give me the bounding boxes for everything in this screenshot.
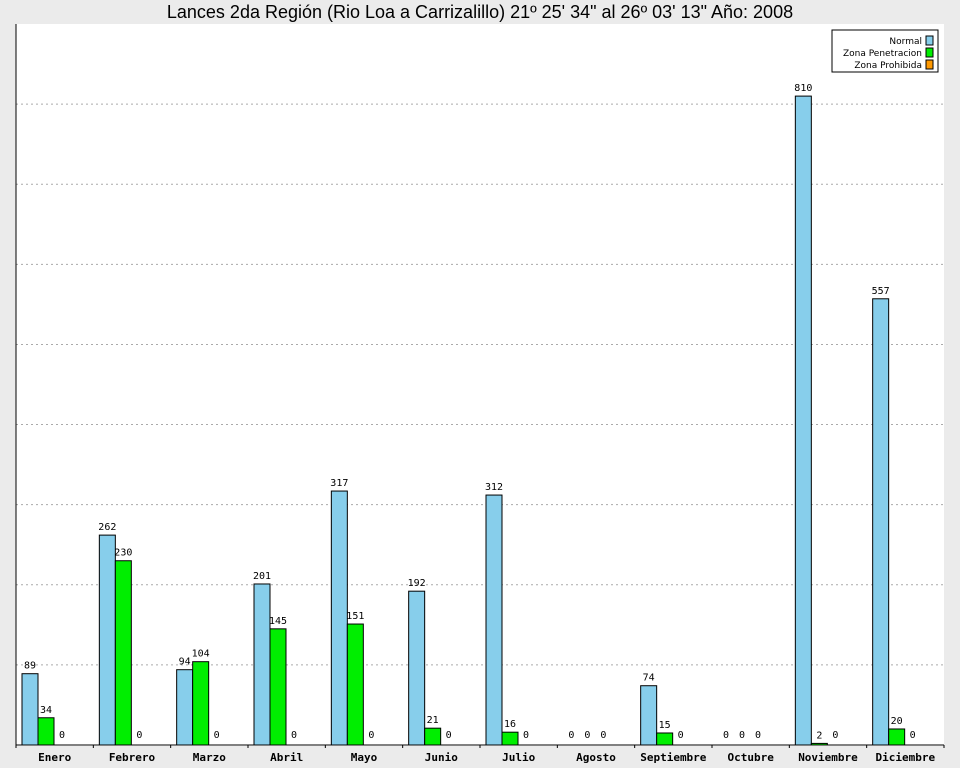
data-label: 94 bbox=[179, 657, 191, 668]
bar-zona-penetracion-abril bbox=[269, 628, 287, 746]
bar-zona-penetracion-febrero bbox=[114, 560, 132, 746]
data-label: 0 bbox=[214, 730, 220, 741]
bar-normal-mayo bbox=[330, 490, 348, 746]
legend-box bbox=[831, 29, 939, 73]
x-tick-label-octubre: Octubre bbox=[727, 751, 774, 764]
x-tick-label-mayo: Mayo bbox=[351, 751, 378, 764]
data-label: 145 bbox=[269, 616, 287, 627]
bar-normal-enero bbox=[21, 673, 39, 746]
bar-normal-abril bbox=[253, 583, 271, 746]
x-tick-labels: Enero Febrero Marzo Abril Mayo Junio Julio Agos… bbox=[38, 751, 935, 764]
data-label: 312 bbox=[485, 482, 503, 493]
data-label: 21 bbox=[427, 715, 439, 726]
legend-label: Normal bbox=[889, 37, 922, 47]
legend-swatch bbox=[925, 59, 934, 70]
bar-normal-junio bbox=[408, 590, 426, 746]
bar-normal-septiembre bbox=[640, 685, 658, 746]
bar-zona-penetracion-enero bbox=[37, 717, 55, 746]
x-tick-label-septiembre: Septiembre bbox=[640, 751, 707, 764]
data-label: 0 bbox=[723, 730, 729, 741]
data-label: 0 bbox=[678, 730, 684, 741]
bar-zona-penetracion-julio bbox=[501, 731, 519, 746]
data-label: 16 bbox=[504, 719, 516, 730]
data-label: 0 bbox=[755, 730, 761, 741]
x-tick-label-diciembre: Diciembre bbox=[876, 751, 936, 764]
data-label: 0 bbox=[446, 730, 452, 741]
data-label: 0 bbox=[368, 730, 374, 741]
data-label: 0 bbox=[910, 730, 916, 741]
axes bbox=[15, 24, 945, 748]
legend: Normal Zona Penetracion Zona Prohibida bbox=[831, 29, 939, 73]
data-label: 104 bbox=[192, 649, 210, 660]
x-tick-label-marzo: Marzo bbox=[193, 751, 226, 764]
bar-normal-febrero bbox=[98, 534, 116, 746]
bar-normal-julio bbox=[485, 494, 503, 746]
legend-swatch bbox=[925, 47, 934, 58]
bars bbox=[21, 95, 906, 746]
x-tick-label-junio: Junio bbox=[425, 751, 458, 764]
data-label: 0 bbox=[584, 730, 590, 741]
data-label: 0 bbox=[291, 730, 297, 741]
data-label: 192 bbox=[408, 578, 426, 589]
x-tick-label-abril: Abril bbox=[270, 751, 303, 764]
data-label: 0 bbox=[832, 730, 838, 741]
data-label: 230 bbox=[114, 548, 132, 559]
data-label: 34 bbox=[40, 705, 52, 716]
data-label: 810 bbox=[794, 83, 812, 94]
x-tick-label-agosto: Agosto bbox=[576, 751, 616, 764]
data-label: 317 bbox=[330, 478, 348, 489]
data-label: 0 bbox=[568, 730, 574, 741]
bar-zona-penetracion-septiembre bbox=[656, 732, 674, 746]
data-label: 262 bbox=[98, 522, 116, 533]
x-tick-label-julio: Julio bbox=[502, 751, 535, 764]
x-tick-label-febrero: Febrero bbox=[109, 751, 156, 764]
x-tick-label-noviembre: Noviembre bbox=[798, 751, 858, 764]
chart-title: Lances 2da Región (Rio Loa a Carrizalill… bbox=[167, 2, 793, 22]
data-label: 0 bbox=[59, 730, 65, 741]
plot-area bbox=[16, 24, 944, 746]
bar-normal-marzo bbox=[176, 669, 194, 746]
data-label: 0 bbox=[523, 730, 529, 741]
legend-label: Zona Prohibida bbox=[854, 61, 922, 71]
data-label: 20 bbox=[891, 716, 903, 727]
data-label: 15 bbox=[659, 720, 671, 731]
data-label: 557 bbox=[872, 286, 890, 297]
bar-zona-penetracion-mayo bbox=[346, 623, 364, 746]
data-label: 89 bbox=[24, 661, 36, 672]
data-label: 0 bbox=[739, 730, 745, 741]
legend-swatch bbox=[925, 35, 934, 46]
bar-zona-penetracion-junio bbox=[424, 727, 442, 746]
data-label: 151 bbox=[346, 611, 364, 622]
data-label: 74 bbox=[643, 673, 655, 684]
data-label: 201 bbox=[253, 571, 271, 582]
bar-zona-penetracion-marzo bbox=[192, 661, 210, 746]
x-tick-label-enero: Enero bbox=[38, 751, 71, 764]
data-label: 0 bbox=[600, 730, 606, 741]
bar-normal-diciembre bbox=[872, 298, 890, 746]
legend-label: Zona Penetracion bbox=[843, 49, 922, 59]
bar-normal-noviembre bbox=[794, 95, 812, 746]
data-label: 2 bbox=[816, 730, 822, 741]
data-label: 0 bbox=[136, 730, 142, 741]
bar-zona-penetracion-diciembre bbox=[888, 728, 906, 746]
